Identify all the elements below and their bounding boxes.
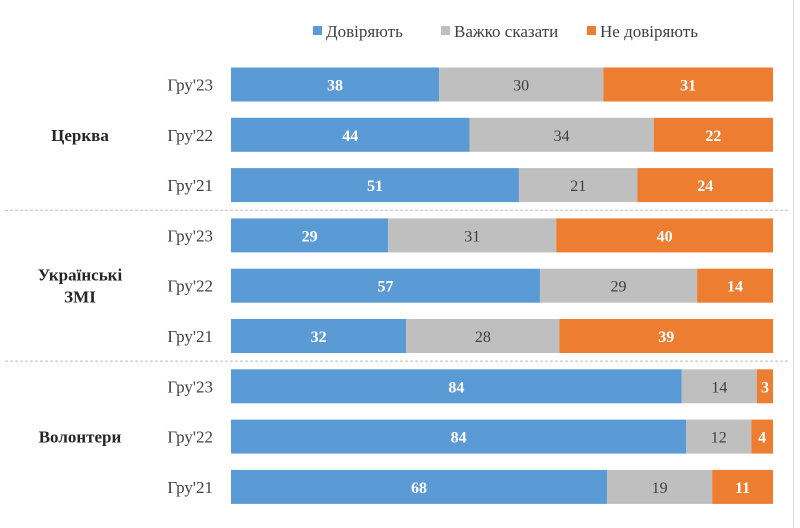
bar-segment xyxy=(556,218,773,253)
bar-segment xyxy=(751,419,773,454)
data-label: 44 xyxy=(342,128,358,145)
bar-segment xyxy=(231,319,407,353)
legend-label: Не довіряють xyxy=(600,22,698,41)
bar-segment xyxy=(637,168,773,203)
bar-segment xyxy=(603,67,773,102)
data-label: 22 xyxy=(705,128,721,145)
bar-segment xyxy=(653,117,773,152)
bar-segment xyxy=(559,319,773,353)
row-label: Гру'22 xyxy=(167,428,213,447)
legend: Довіряють Важко сказати Не довіряють xyxy=(313,22,698,41)
group-label: Українські xyxy=(38,266,123,285)
row-label: Гру'23 xyxy=(167,76,213,95)
bar-segment xyxy=(231,419,687,454)
row-label: Гру'21 xyxy=(167,327,213,346)
legend-swatch xyxy=(587,26,596,35)
data-label: 21 xyxy=(570,178,586,195)
data-label: 84 xyxy=(448,379,464,396)
data-label: 39 xyxy=(658,329,674,346)
data-label: 19 xyxy=(652,480,668,497)
legend-swatch xyxy=(441,26,450,35)
bar-segment xyxy=(231,117,470,152)
bar-segment xyxy=(231,168,519,203)
data-label: 31 xyxy=(680,78,696,95)
data-label: 4 xyxy=(758,430,766,447)
data-label: 34 xyxy=(554,128,570,145)
bar-segment xyxy=(681,369,757,404)
bar-segment xyxy=(469,117,654,152)
data-label: 14 xyxy=(727,279,743,296)
group-label: Волонтери xyxy=(39,428,122,447)
bar-segment xyxy=(231,218,389,253)
bar-segment xyxy=(539,268,698,303)
data-label: 32 xyxy=(311,329,327,346)
bar-segment xyxy=(406,319,560,353)
data-label: 40 xyxy=(657,228,673,245)
bar-segment xyxy=(231,369,682,404)
group-label: Церква xyxy=(51,126,109,145)
row-label: Гру'22 xyxy=(167,277,213,296)
row-label: Гру'21 xyxy=(167,478,213,497)
data-label: 3 xyxy=(761,379,769,396)
data-label: 14 xyxy=(711,379,727,396)
bar-segment xyxy=(231,469,608,504)
bar-segment xyxy=(712,469,773,504)
group-label: ЗМІ xyxy=(64,288,96,307)
bar-segment xyxy=(607,469,713,504)
data-label: 31 xyxy=(464,228,480,245)
data-label: 11 xyxy=(735,480,750,497)
bar-segment xyxy=(518,168,638,203)
bar-segment xyxy=(231,268,540,303)
data-label: 28 xyxy=(475,329,491,346)
row-label: Гру'23 xyxy=(167,226,213,245)
legend-label: Довіряють xyxy=(326,22,403,41)
data-label: 68 xyxy=(411,480,427,497)
data-label: 29 xyxy=(302,228,318,245)
bar-segment xyxy=(686,419,752,454)
data-label: 84 xyxy=(451,430,467,447)
legend-label: Важко сказати xyxy=(454,22,558,41)
data-label: 38 xyxy=(327,78,343,95)
data-label: 12 xyxy=(711,430,727,447)
data-label: 24 xyxy=(697,178,713,195)
bar-segment xyxy=(697,268,773,303)
bar-segment xyxy=(231,67,440,102)
data-label: 51 xyxy=(367,178,383,195)
row-label: Гру'22 xyxy=(167,126,213,145)
data-label: 29 xyxy=(611,279,627,296)
bar-segment xyxy=(756,369,773,404)
row-label: Гру'21 xyxy=(167,176,213,195)
bar-segment xyxy=(439,67,604,102)
bar-segment xyxy=(388,218,557,253)
data-label: 30 xyxy=(513,78,529,95)
legend-swatch xyxy=(313,26,322,35)
data-label: 57 xyxy=(377,279,393,296)
row-label: Гру'23 xyxy=(167,377,213,396)
